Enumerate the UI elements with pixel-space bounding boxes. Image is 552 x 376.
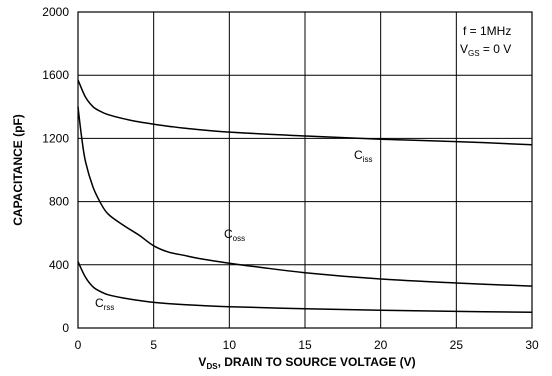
grid-lines <box>78 12 532 328</box>
y-tick-label: 1200 <box>42 131 69 145</box>
coss-label: Coss <box>224 227 245 243</box>
x-axis-label: VDS, DRAIN TO SOURCE VOLTAGE (V) <box>198 355 415 371</box>
crss-label: Crss <box>95 296 114 312</box>
y-tick-label: 0 <box>62 321 69 335</box>
x-tick-label: 10 <box>223 338 237 352</box>
series-line-crss <box>77 261 533 313</box>
x-tick-label: 5 <box>150 338 157 352</box>
x-tick-label: 30 <box>525 338 539 352</box>
series-lines <box>77 79 533 313</box>
x-tick-label: 25 <box>450 338 464 352</box>
frequency-annotation: f = 1MHz <box>463 24 511 38</box>
vgs-annotation: VGS = 0 V <box>460 42 511 58</box>
x-tick-label: 0 <box>75 338 82 352</box>
y-tick-label: 2000 <box>42 5 69 19</box>
y-tick-label: 1600 <box>42 68 69 82</box>
y-axis-label: CAPACITANCE (pF) <box>11 114 25 226</box>
series-line-ciss <box>77 79 533 146</box>
plot-frame <box>77 11 533 329</box>
series-line-coss <box>77 106 533 287</box>
y-tick-label: 400 <box>49 258 69 272</box>
x-tick-label: 20 <box>374 338 388 352</box>
y-tick-label: 800 <box>49 195 69 209</box>
ciss-label: Ciss <box>354 148 372 164</box>
x-tick-label: 15 <box>298 338 312 352</box>
